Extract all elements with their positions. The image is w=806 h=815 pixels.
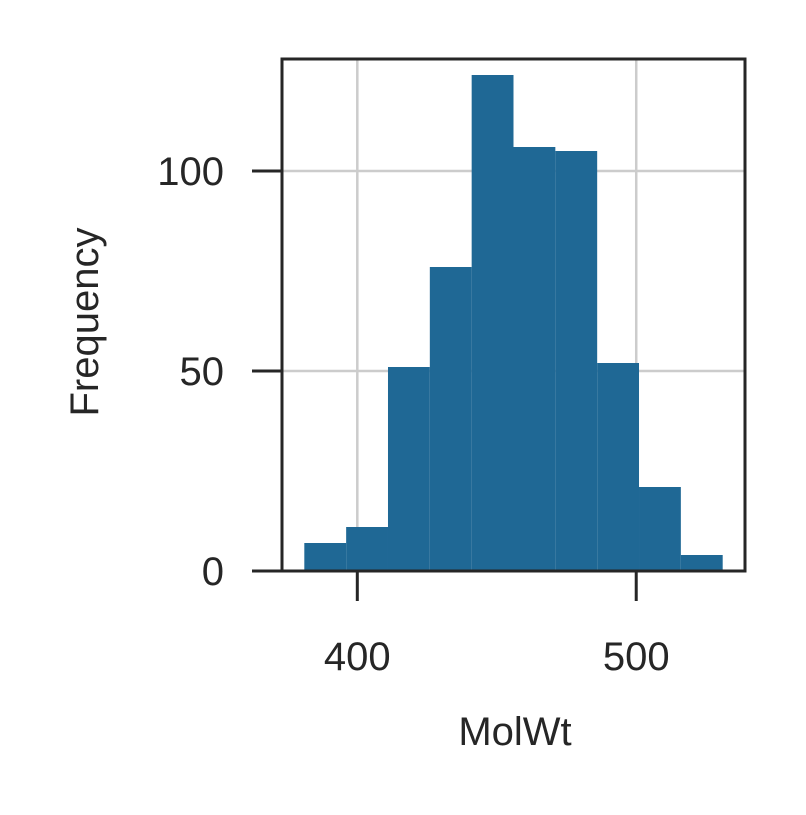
histogram-bar bbox=[429, 267, 472, 571]
histogram-bar bbox=[597, 363, 640, 571]
histogram-bar bbox=[680, 555, 723, 571]
y-axis: 0 50 100 bbox=[157, 150, 282, 594]
histogram-bar bbox=[555, 151, 598, 571]
histogram-bar bbox=[639, 487, 681, 571]
x-tick-label: 400 bbox=[324, 635, 391, 679]
histogram-bars bbox=[304, 75, 723, 571]
plot-frame bbox=[280, 57, 747, 573]
y-tick-label: 50 bbox=[180, 350, 225, 394]
y-tick-label: 0 bbox=[202, 550, 224, 594]
x-axis-label: MolWt bbox=[458, 710, 571, 754]
histogram-bar bbox=[471, 75, 514, 571]
y-axis-label: Frequency bbox=[63, 228, 107, 417]
histogram-bar bbox=[304, 543, 347, 571]
x-tick-label: 500 bbox=[603, 635, 670, 679]
histogram-bar bbox=[387, 367, 430, 571]
histogram-bar bbox=[346, 527, 388, 571]
y-tick-label: 100 bbox=[157, 150, 224, 194]
histogram-bar bbox=[513, 147, 556, 571]
x-axis: 400 500 bbox=[324, 571, 670, 679]
